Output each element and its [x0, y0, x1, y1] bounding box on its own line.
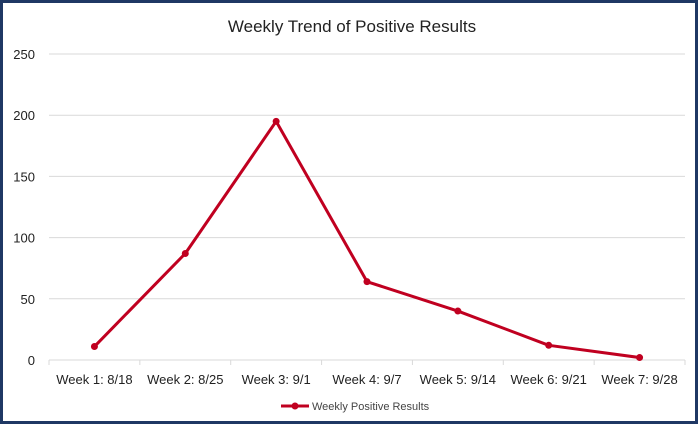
legend-marker: [291, 402, 299, 410]
x-tick-label: Week 1: 8/18: [56, 372, 132, 387]
data-point: [181, 250, 189, 258]
line-chart: Weekly Trend of Positive Results 0 50 100 1…: [13, 17, 686, 413]
x-tick-label: Week 3: 9/1: [242, 372, 311, 387]
y-tick-label: 100: [13, 231, 35, 246]
data-point: [454, 307, 462, 315]
legend: Weekly Positive Results: [281, 401, 430, 413]
data-point: [90, 343, 98, 351]
y-tick-label: 150: [13, 169, 35, 184]
legend-label: Weekly Positive Results: [312, 401, 430, 413]
y-tick-label: 200: [13, 108, 35, 123]
x-tick-label: Week 6: 9/21: [511, 372, 587, 387]
series-group: [90, 117, 644, 362]
x-tick-label: Week 4: 9/7: [332, 372, 401, 387]
data-point: [272, 117, 280, 125]
data-point: [363, 278, 371, 286]
y-tick-label: 0: [28, 353, 35, 368]
data-point: [636, 354, 644, 362]
y-axis-ticks: 0 50 100 150 200 250: [13, 47, 35, 368]
gridlines: [49, 53, 685, 300]
series-line: [93, 119, 640, 360]
x-tick-label: Week 2: 8/25: [147, 372, 223, 387]
data-point: [545, 341, 553, 349]
y-tick-label: 250: [13, 47, 35, 62]
x-axis: Week 1: 8/18 Week 2: 8/25 Week 3: 9/1 Week …: [48, 359, 686, 387]
x-tick-label: Week 5: 9/14: [420, 372, 496, 387]
y-tick-label: 50: [21, 292, 35, 307]
x-tick-label: Week 7: 9/28: [601, 372, 677, 387]
chart-title: Weekly Trend of Positive Results: [228, 17, 476, 36]
